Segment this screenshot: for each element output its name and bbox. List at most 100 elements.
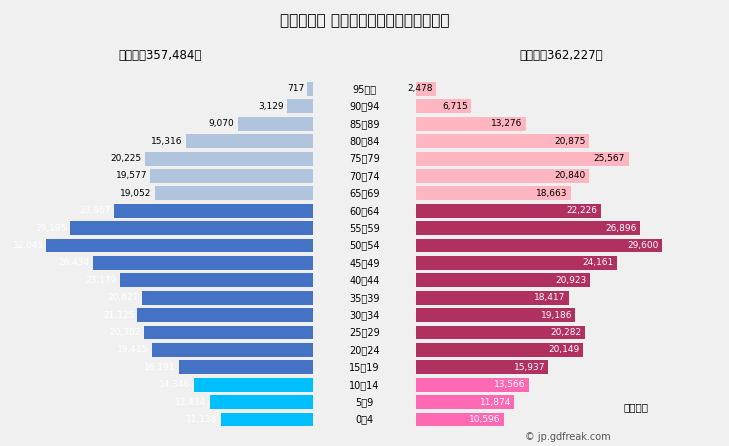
Text: 15～19: 15～19 (349, 362, 380, 372)
Bar (308, 82, 313, 96)
Bar (152, 343, 313, 357)
Text: 2,478: 2,478 (408, 84, 433, 94)
Bar (416, 413, 504, 426)
Text: 20,923: 20,923 (555, 276, 587, 285)
Bar (416, 343, 583, 357)
Text: 19,415: 19,415 (117, 345, 149, 355)
Bar (416, 82, 436, 96)
Bar (416, 308, 575, 322)
Text: 22,226: 22,226 (566, 206, 597, 215)
Text: 23,967: 23,967 (79, 206, 111, 215)
Bar (120, 273, 313, 287)
Text: 95歳～: 95歳～ (352, 84, 377, 94)
Bar (70, 221, 313, 235)
Bar (155, 186, 313, 200)
Text: 80～84: 80～84 (349, 136, 380, 146)
Text: 3,129: 3,129 (259, 102, 284, 111)
Text: 60～64: 60～64 (349, 206, 380, 216)
Text: 10～14: 10～14 (349, 380, 380, 390)
Bar (138, 308, 313, 322)
Bar (416, 134, 590, 148)
Text: 25,567: 25,567 (594, 154, 625, 163)
Text: 11,874: 11,874 (480, 397, 511, 407)
Text: ２０２５年 相模原市の人口構成（予測）: ２０２５年 相模原市の人口構成（予測） (280, 13, 449, 29)
Text: 15,937: 15,937 (513, 363, 545, 372)
Text: 20,149: 20,149 (549, 345, 580, 355)
Bar (194, 378, 313, 392)
Text: 35～39: 35～39 (349, 293, 380, 303)
Text: 30～34: 30～34 (349, 310, 380, 320)
Bar (416, 256, 617, 270)
Text: 18,417: 18,417 (534, 293, 566, 302)
Text: 40～44: 40～44 (349, 275, 380, 285)
Text: 男性計：357,484人: 男性計：357,484人 (119, 49, 202, 62)
Bar (179, 360, 313, 374)
Text: 23,179: 23,179 (85, 276, 117, 285)
Text: 13,566: 13,566 (494, 380, 525, 389)
Bar (416, 169, 589, 183)
Bar (416, 291, 569, 305)
Text: 24,161: 24,161 (582, 258, 614, 268)
Bar (221, 413, 313, 426)
Text: 21,125: 21,125 (103, 310, 134, 320)
Text: 26,896: 26,896 (605, 223, 636, 233)
Bar (145, 152, 313, 165)
Bar (416, 360, 548, 374)
Text: 単位：人: 単位：人 (623, 403, 648, 413)
Text: 90～94: 90～94 (349, 101, 380, 112)
Text: 25～29: 25～29 (349, 327, 380, 338)
Text: 20,282: 20,282 (550, 328, 581, 337)
Text: 14,346: 14,346 (160, 380, 190, 389)
Bar (114, 204, 313, 218)
Text: 20,627: 20,627 (107, 293, 139, 302)
Bar (416, 99, 472, 113)
Text: 13,276: 13,276 (491, 119, 523, 128)
Text: © jp.gdfreak.com: © jp.gdfreak.com (525, 432, 610, 442)
Text: 9,070: 9,070 (208, 119, 235, 128)
Bar (287, 99, 313, 113)
Text: 717: 717 (287, 84, 304, 94)
Text: 10,596: 10,596 (469, 415, 501, 424)
Bar (416, 117, 526, 131)
Bar (416, 186, 571, 200)
Text: 26,434: 26,434 (59, 258, 90, 268)
Text: 50～54: 50～54 (349, 240, 380, 251)
Text: 女性計：362,227人: 女性計：362,227人 (520, 49, 603, 62)
Text: 45～49: 45～49 (349, 258, 380, 268)
Text: 32,045: 32,045 (12, 241, 43, 250)
Bar (93, 256, 313, 270)
Bar (141, 291, 313, 305)
Text: 29,600: 29,600 (628, 241, 659, 250)
Text: 20,302: 20,302 (110, 328, 141, 337)
Bar (416, 395, 515, 409)
Bar (416, 273, 590, 287)
Text: 19,052: 19,052 (120, 189, 152, 198)
Text: 20,225: 20,225 (111, 154, 141, 163)
Bar (416, 204, 601, 218)
Bar (150, 169, 313, 183)
Bar (416, 221, 639, 235)
Text: 55～59: 55～59 (349, 223, 380, 233)
Text: 18,663: 18,663 (537, 189, 568, 198)
Text: 20,840: 20,840 (555, 171, 586, 181)
Text: 11,138: 11,138 (186, 415, 217, 424)
Text: 75～79: 75～79 (349, 153, 380, 164)
Bar (416, 326, 585, 339)
Bar (144, 326, 313, 339)
Text: 19,186: 19,186 (540, 310, 572, 320)
Text: 20,875: 20,875 (555, 136, 586, 146)
Text: 19,577: 19,577 (115, 171, 147, 181)
Bar (186, 134, 313, 148)
Text: 20～24: 20～24 (349, 345, 380, 355)
Text: 0～4: 0～4 (356, 414, 373, 425)
Bar (238, 117, 313, 131)
Bar (416, 152, 628, 165)
Text: 15,316: 15,316 (151, 136, 182, 146)
Bar (47, 239, 313, 252)
Text: 65～69: 65～69 (349, 188, 380, 198)
Bar (210, 395, 313, 409)
Text: 12,434: 12,434 (176, 397, 206, 407)
Bar (416, 239, 662, 252)
Text: 70～74: 70～74 (349, 171, 380, 181)
Text: 5～9: 5～9 (355, 397, 374, 407)
